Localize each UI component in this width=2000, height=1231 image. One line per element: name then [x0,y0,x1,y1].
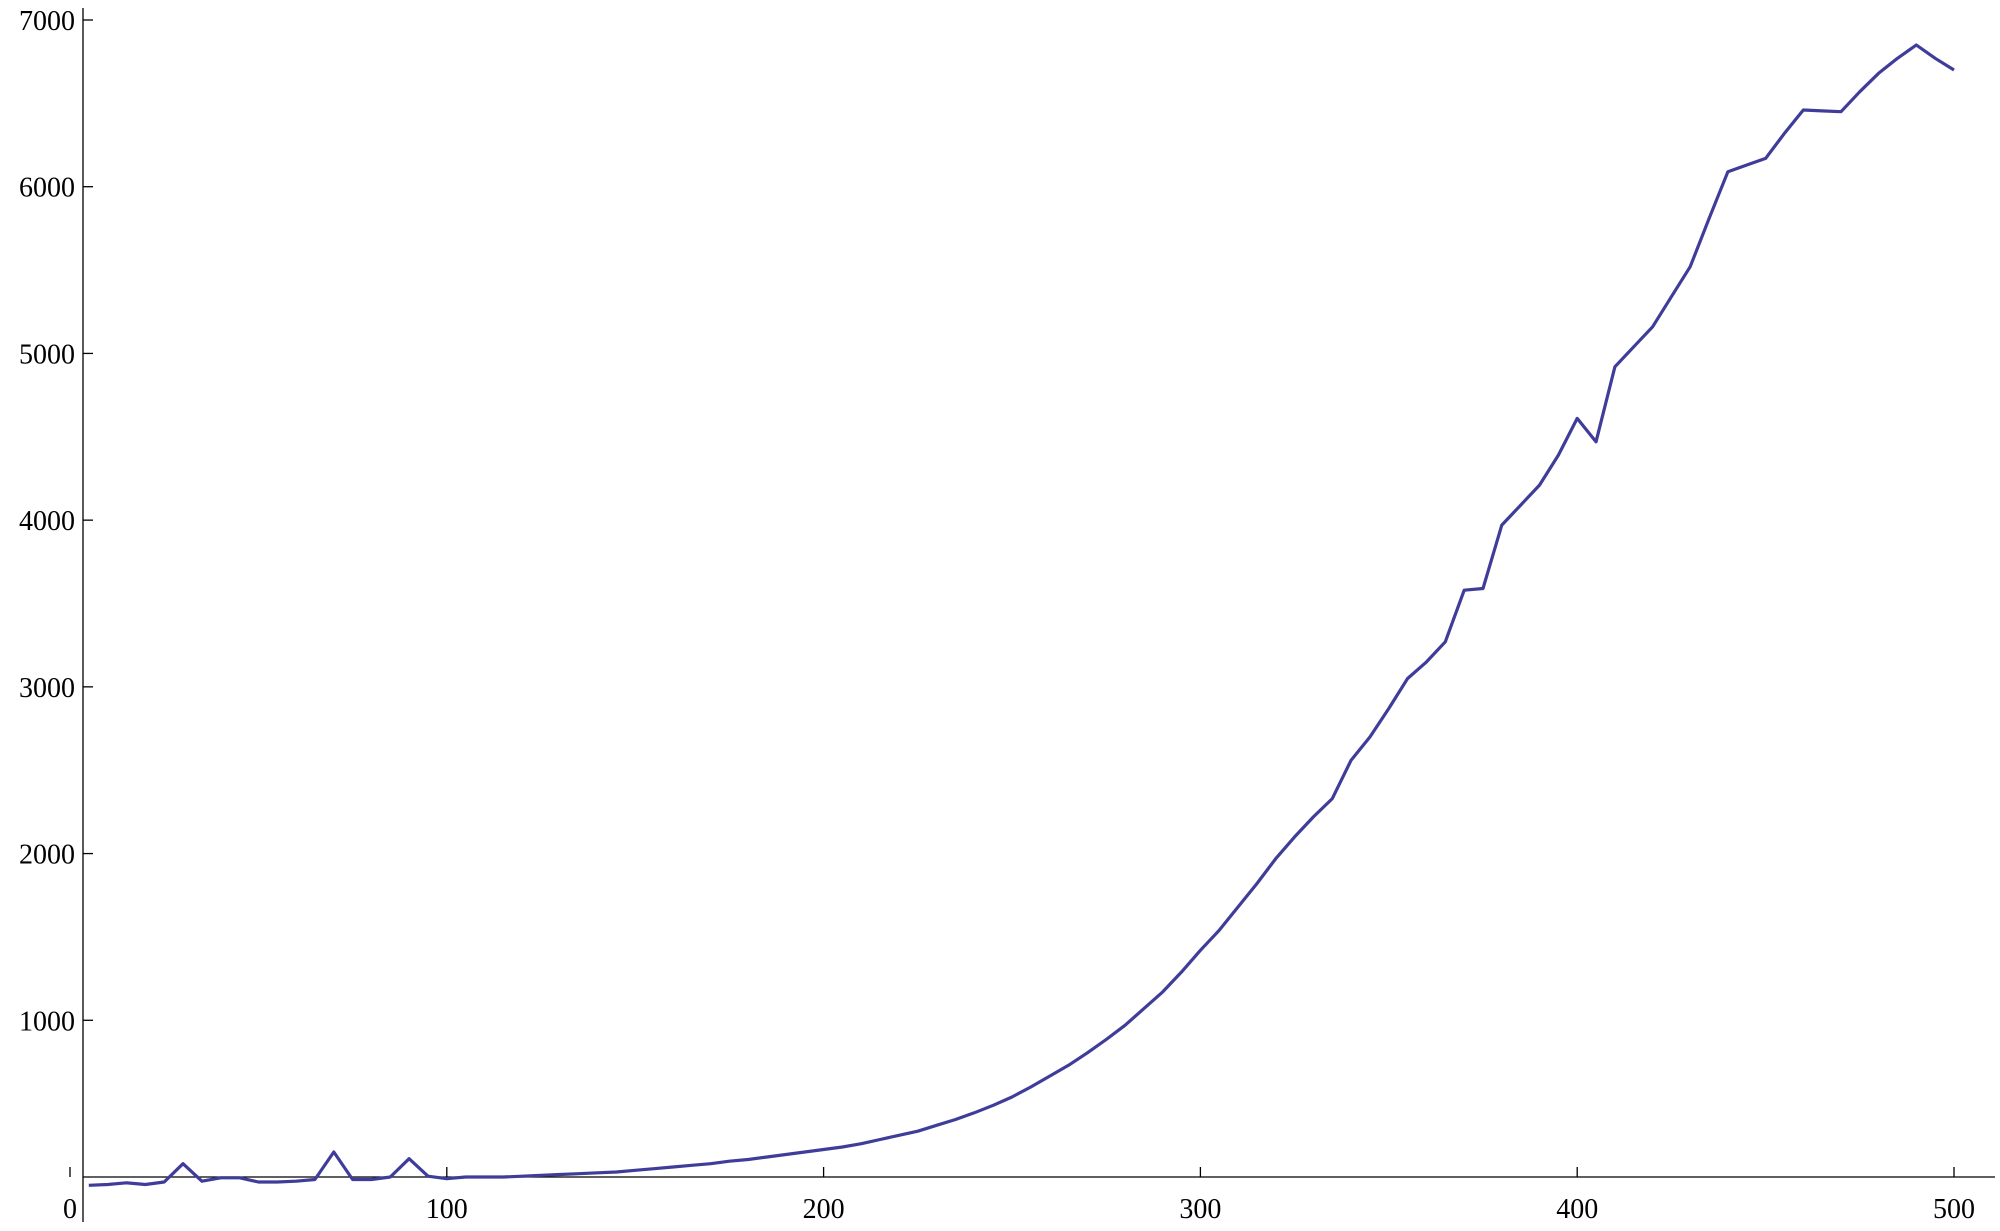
x-tick-label: 0 [63,1194,77,1225]
x-tick-label: 500 [1933,1194,1975,1225]
y-tick-label: 6000 [19,173,75,204]
y-tick-label: 4000 [19,506,75,537]
x-tick-label: 400 [1556,1194,1598,1225]
y-tick-label: 5000 [19,339,75,370]
x-tick-label: 100 [426,1194,468,1225]
data-line [88,43,1955,1187]
y-tick-label: 1000 [19,1006,75,1037]
y-tick-label: 2000 [19,840,75,871]
y-tick-label: 7000 [19,6,75,37]
y-tick-label: 3000 [19,673,75,704]
x-tick-label: 200 [803,1194,845,1225]
x-tick-label: 300 [1179,1194,1221,1225]
